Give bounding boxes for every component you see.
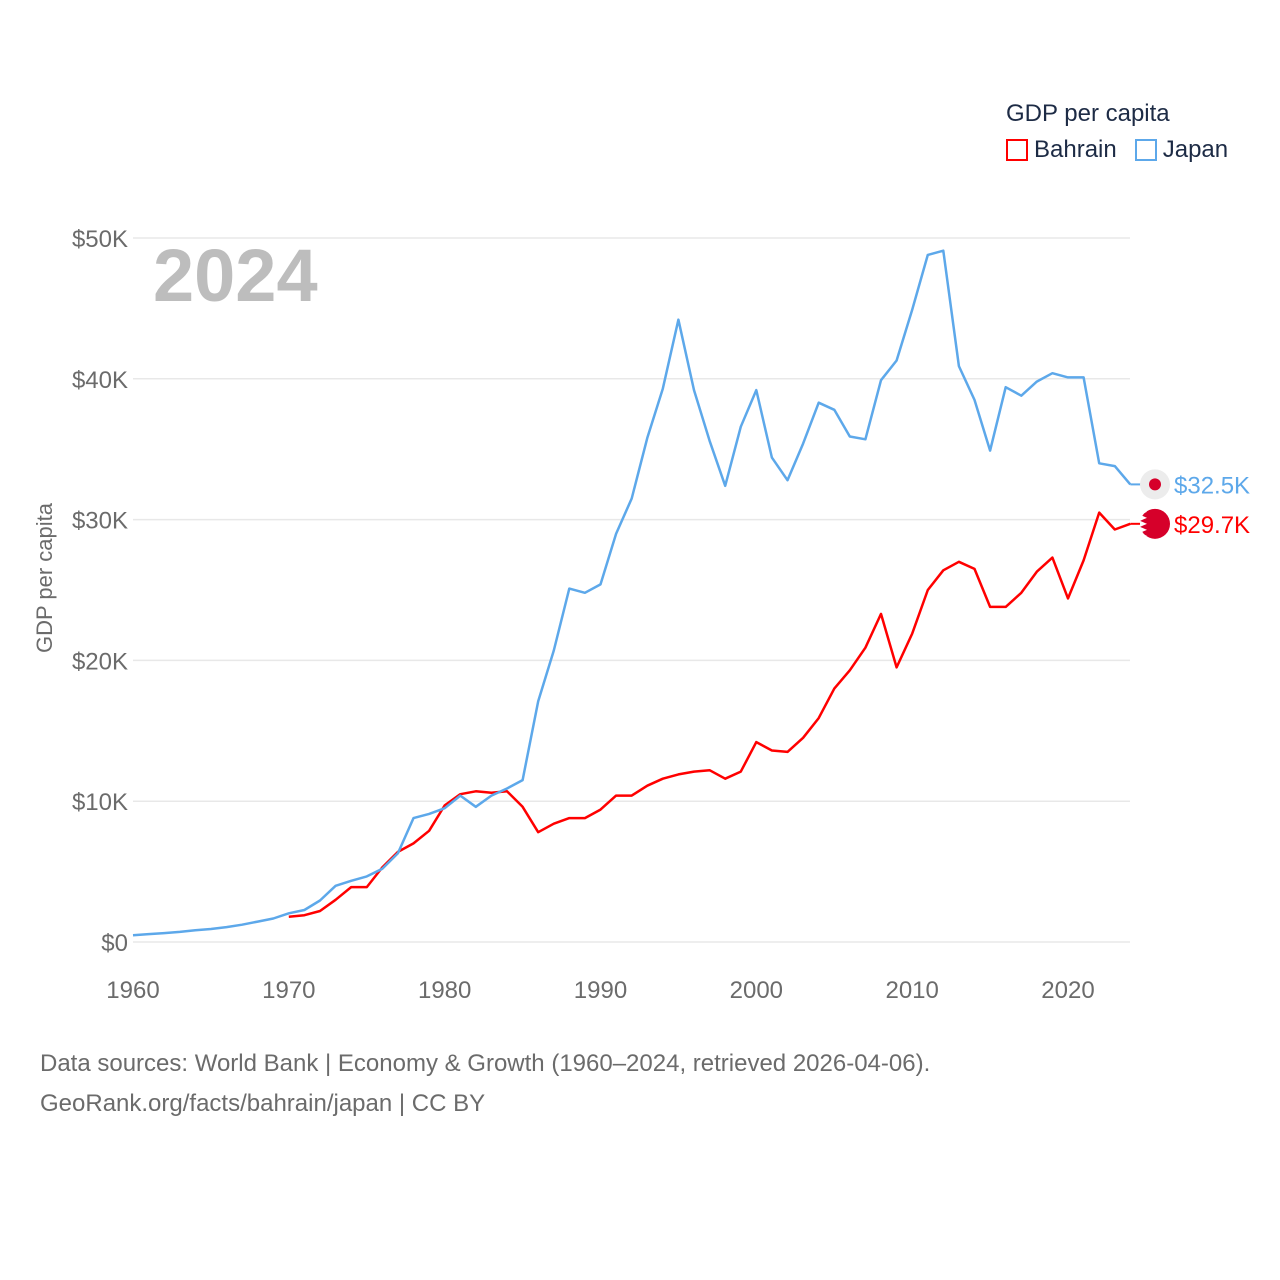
x-tick-label: 1990 <box>574 977 627 1004</box>
legend-swatch-bahrain <box>1006 139 1028 161</box>
y-tick-label: $20K <box>72 648 128 675</box>
series-line-bahrain <box>288 511 1131 918</box>
bahrain-flag-serration-icon <box>1140 508 1147 539</box>
y-tick-label: $30K <box>72 508 128 535</box>
legend-label-japan: Japan <box>1162 136 1229 163</box>
series-line-japan <box>132 249 1132 937</box>
end-label-bahrain: $29.7K <box>1174 512 1250 539</box>
legend-title: GDP per capita <box>1006 100 1170 127</box>
x-tick-label: 1970 <box>262 977 315 1004</box>
x-tick-label: 2000 <box>730 977 783 1004</box>
x-tick-label: 2010 <box>885 977 938 1004</box>
y-tick-label: $10K <box>72 789 128 816</box>
x-tick-label: 1980 <box>418 977 471 1004</box>
x-tick-label: 2020 <box>1041 977 1094 1004</box>
legend: GDP per capita Bahrain Japan <box>1006 100 1228 164</box>
year-watermark: 2024 <box>153 234 318 317</box>
attribution-link[interactable]: GeoRank.org/facts/bahrain/japan | CC BY <box>40 1090 486 1117</box>
legend-item-bahrain[interactable]: Bahrain <box>1006 136 1117 164</box>
legend-swatch-japan <box>1134 139 1157 161</box>
bahrain-flag-icon <box>1140 508 1170 539</box>
y-tick-label: $40K <box>72 367 128 394</box>
end-label-japan: $32.5K <box>1174 472 1250 499</box>
japan-flag-dot-icon <box>1149 478 1161 491</box>
data-sources: Data sources: World Bank | Economy & Gro… <box>40 1050 931 1077</box>
y-axis-label: GDP per capita <box>32 502 57 653</box>
footer: Data sources: World Bank | Economy & Gro… <box>40 1044 930 1124</box>
legend-label-bahrain: Bahrain <box>1034 136 1117 163</box>
x-tick-label: 1960 <box>106 977 159 1004</box>
y-tick-label: $50K <box>72 226 128 253</box>
legend-item-japan[interactable]: Japan <box>1134 136 1229 164</box>
y-tick-label: $0 <box>101 930 128 957</box>
